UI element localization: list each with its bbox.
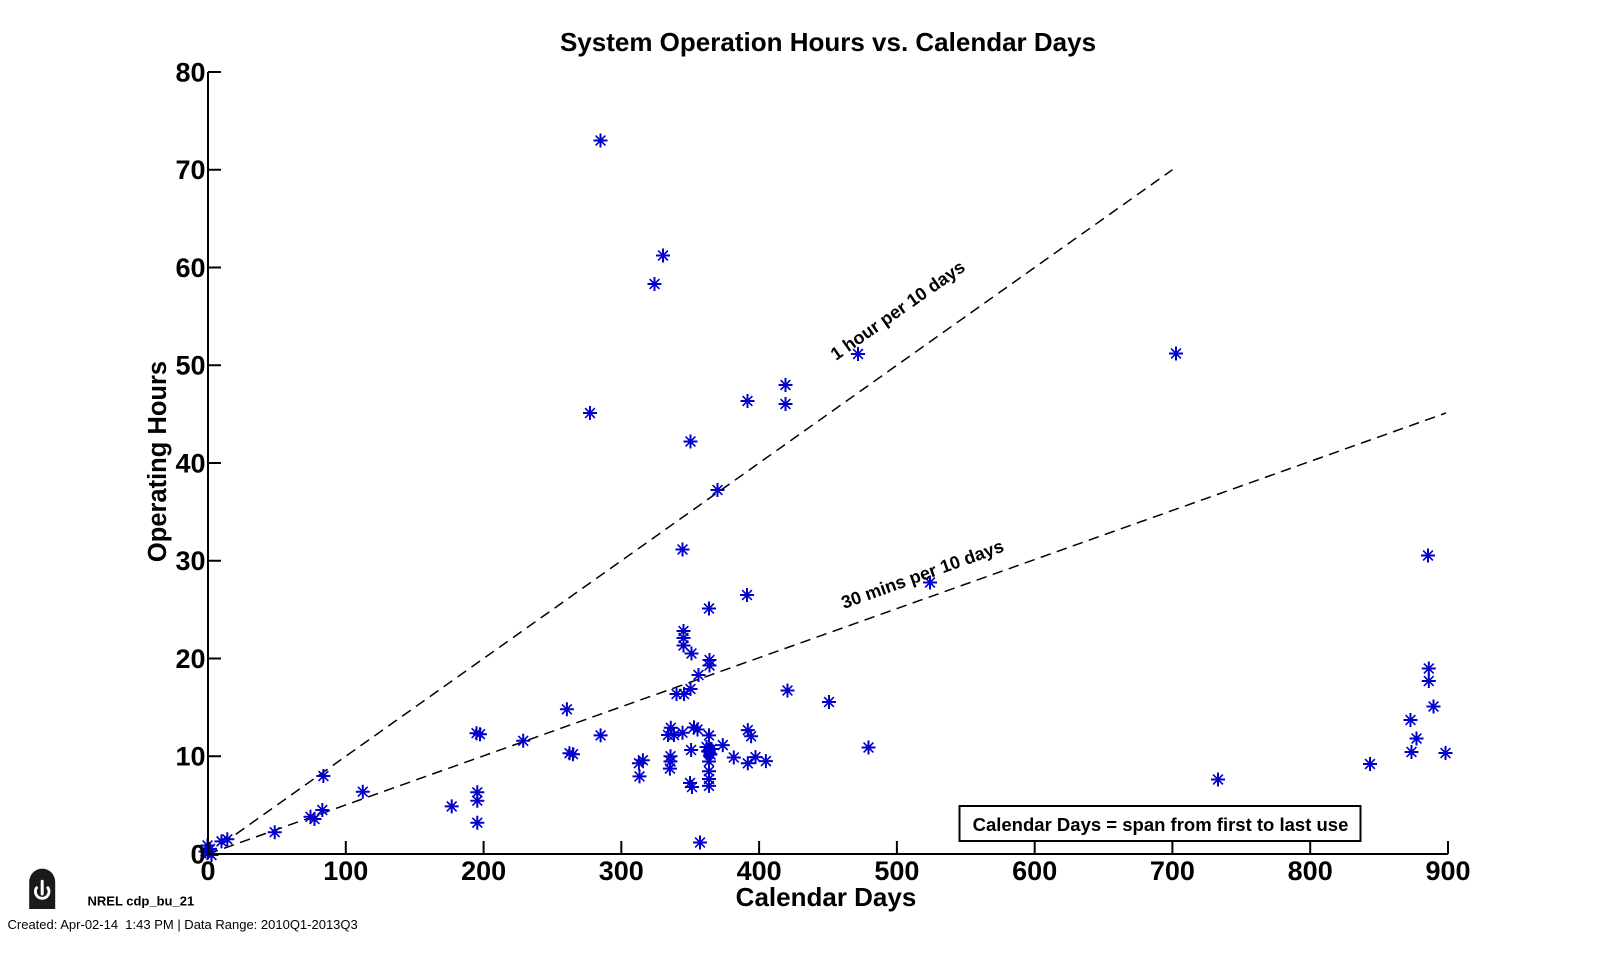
svg-text:900: 900 — [1425, 856, 1470, 886]
svg-text:Calendar Days = span from firs: Calendar Days = span from first to last … — [973, 814, 1349, 835]
svg-text:0: 0 — [190, 839, 205, 869]
svg-text:30: 30 — [175, 546, 205, 576]
svg-text:100: 100 — [323, 856, 368, 886]
svg-text:70: 70 — [175, 155, 205, 185]
svg-text:20: 20 — [175, 644, 205, 674]
svg-text:700: 700 — [1150, 856, 1195, 886]
svg-text:800: 800 — [1288, 856, 1333, 886]
svg-text:NREL cdp_bu_21: NREL cdp_bu_21 — [88, 894, 195, 909]
svg-text:80: 80 — [175, 57, 205, 87]
svg-text:50: 50 — [175, 351, 205, 381]
svg-text:400: 400 — [737, 856, 782, 886]
svg-text:0: 0 — [200, 856, 215, 886]
svg-text:300: 300 — [599, 856, 644, 886]
svg-text:Calendar Days: Calendar Days — [736, 882, 917, 912]
svg-text:Created: Apr-02-14 1:43 PM |: Created: Apr-02-14 1:43 PM | Data Range:… — [8, 917, 358, 932]
svg-text:500: 500 — [874, 856, 919, 886]
svg-text:Operating Hours: Operating Hours — [144, 361, 172, 562]
svg-text:600: 600 — [1012, 856, 1057, 886]
svg-text:40: 40 — [175, 448, 205, 478]
svg-text:10: 10 — [175, 742, 205, 772]
svg-text:System Operation Hours vs. Cal: System Operation Hours vs. Calendar Days — [560, 27, 1096, 57]
svg-text:60: 60 — [175, 253, 205, 283]
svg-text:200: 200 — [461, 856, 506, 886]
